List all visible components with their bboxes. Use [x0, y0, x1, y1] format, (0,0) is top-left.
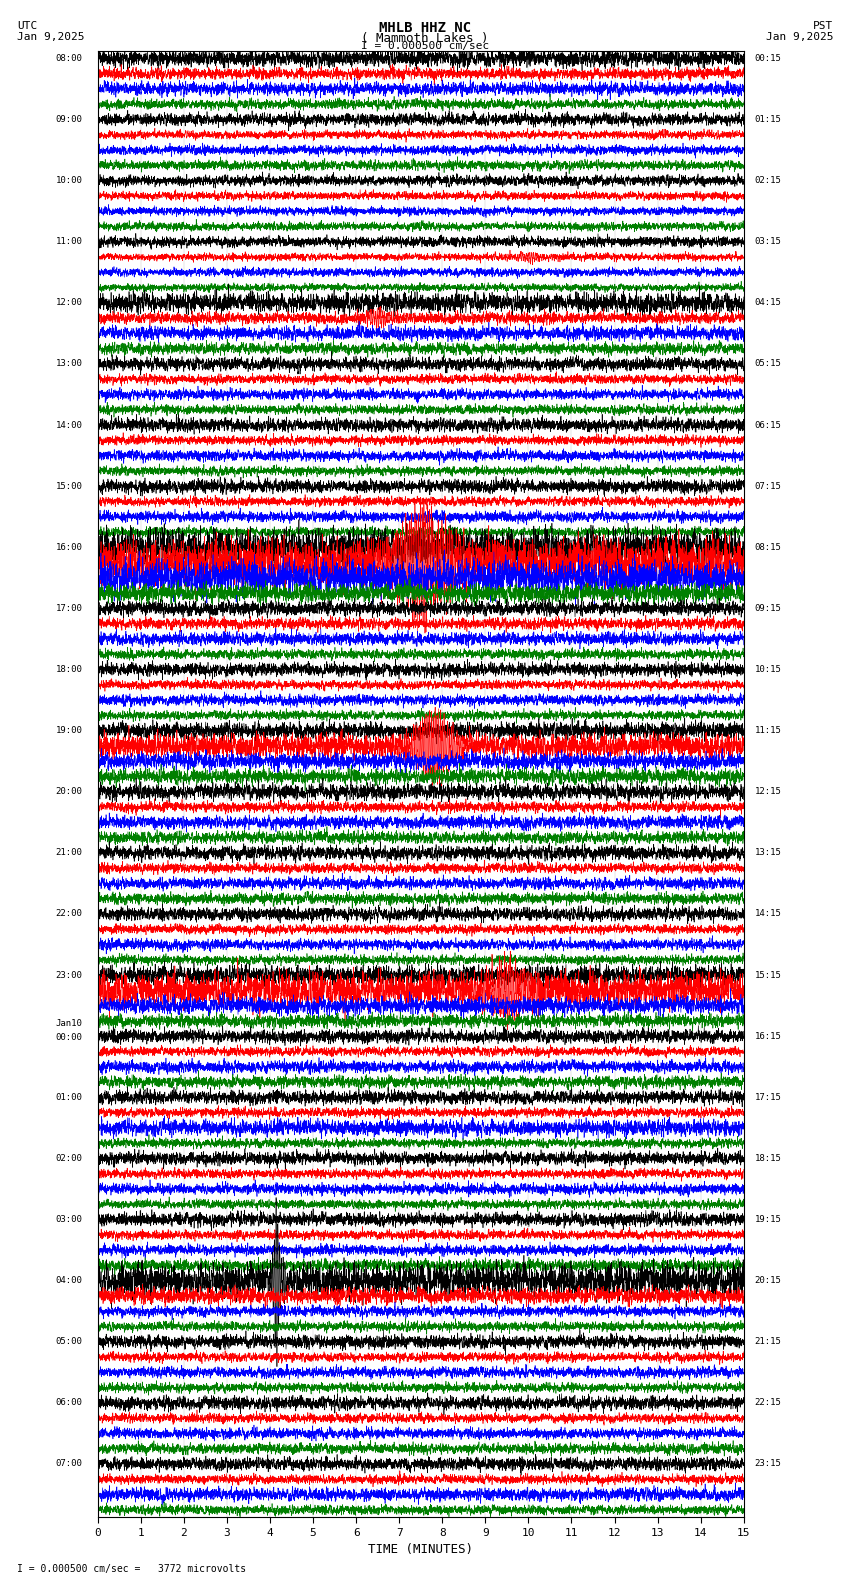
- Text: 15:00: 15:00: [56, 482, 82, 491]
- Text: 00:00: 00:00: [56, 1033, 82, 1042]
- Text: 16:15: 16:15: [755, 1031, 781, 1041]
- Text: 06:00: 06:00: [56, 1399, 82, 1407]
- Text: 17:15: 17:15: [755, 1093, 781, 1102]
- Text: I = 0.000500 cm/sec: I = 0.000500 cm/sec: [361, 41, 489, 51]
- Text: 19:00: 19:00: [56, 725, 82, 735]
- Text: 18:00: 18:00: [56, 665, 82, 673]
- Text: 05:15: 05:15: [755, 360, 781, 369]
- Text: 06:15: 06:15: [755, 420, 781, 429]
- Text: Jan 9,2025: Jan 9,2025: [17, 32, 84, 41]
- Text: 10:15: 10:15: [755, 665, 781, 673]
- Text: 11:00: 11:00: [56, 238, 82, 246]
- Text: 05:00: 05:00: [56, 1337, 82, 1346]
- Text: 22:00: 22:00: [56, 909, 82, 919]
- Text: 01:00: 01:00: [56, 1093, 82, 1102]
- Text: 04:15: 04:15: [755, 298, 781, 307]
- Text: 18:15: 18:15: [755, 1153, 781, 1163]
- Text: 14:15: 14:15: [755, 909, 781, 919]
- Text: 04:00: 04:00: [56, 1277, 82, 1285]
- Text: 23:15: 23:15: [755, 1459, 781, 1468]
- Text: 21:15: 21:15: [755, 1337, 781, 1346]
- Text: 15:15: 15:15: [755, 971, 781, 979]
- Text: 00:15: 00:15: [755, 54, 781, 63]
- Text: 16:00: 16:00: [56, 543, 82, 551]
- Text: 12:00: 12:00: [56, 298, 82, 307]
- Text: 13:00: 13:00: [56, 360, 82, 369]
- X-axis label: TIME (MINUTES): TIME (MINUTES): [368, 1543, 473, 1557]
- Text: 02:00: 02:00: [56, 1153, 82, 1163]
- Text: 11:15: 11:15: [755, 725, 781, 735]
- Text: PST: PST: [813, 21, 833, 32]
- Text: 19:15: 19:15: [755, 1215, 781, 1224]
- Text: 20:00: 20:00: [56, 787, 82, 797]
- Text: MHLB HHZ NC: MHLB HHZ NC: [379, 21, 471, 35]
- Text: 09:00: 09:00: [56, 116, 82, 124]
- Text: 13:15: 13:15: [755, 849, 781, 857]
- Text: UTC: UTC: [17, 21, 37, 32]
- Text: 21:00: 21:00: [56, 849, 82, 857]
- Text: 01:15: 01:15: [755, 116, 781, 124]
- Text: 02:15: 02:15: [755, 176, 781, 185]
- Text: 07:00: 07:00: [56, 1459, 82, 1468]
- Text: I = 0.000500 cm/sec =   3772 microvolts: I = 0.000500 cm/sec = 3772 microvolts: [17, 1565, 246, 1574]
- Text: 17:00: 17:00: [56, 604, 82, 613]
- Text: 09:15: 09:15: [755, 604, 781, 613]
- Text: ( Mammoth Lakes ): ( Mammoth Lakes ): [361, 32, 489, 44]
- Text: Jan10: Jan10: [56, 1020, 82, 1028]
- Text: 14:00: 14:00: [56, 420, 82, 429]
- Text: 23:00: 23:00: [56, 971, 82, 979]
- Text: 03:00: 03:00: [56, 1215, 82, 1224]
- Text: 22:15: 22:15: [755, 1399, 781, 1407]
- Text: 08:00: 08:00: [56, 54, 82, 63]
- Text: 10:00: 10:00: [56, 176, 82, 185]
- Text: 07:15: 07:15: [755, 482, 781, 491]
- Text: 08:15: 08:15: [755, 543, 781, 551]
- Text: 12:15: 12:15: [755, 787, 781, 797]
- Text: 03:15: 03:15: [755, 238, 781, 246]
- Text: 20:15: 20:15: [755, 1277, 781, 1285]
- Text: Jan 9,2025: Jan 9,2025: [766, 32, 833, 41]
